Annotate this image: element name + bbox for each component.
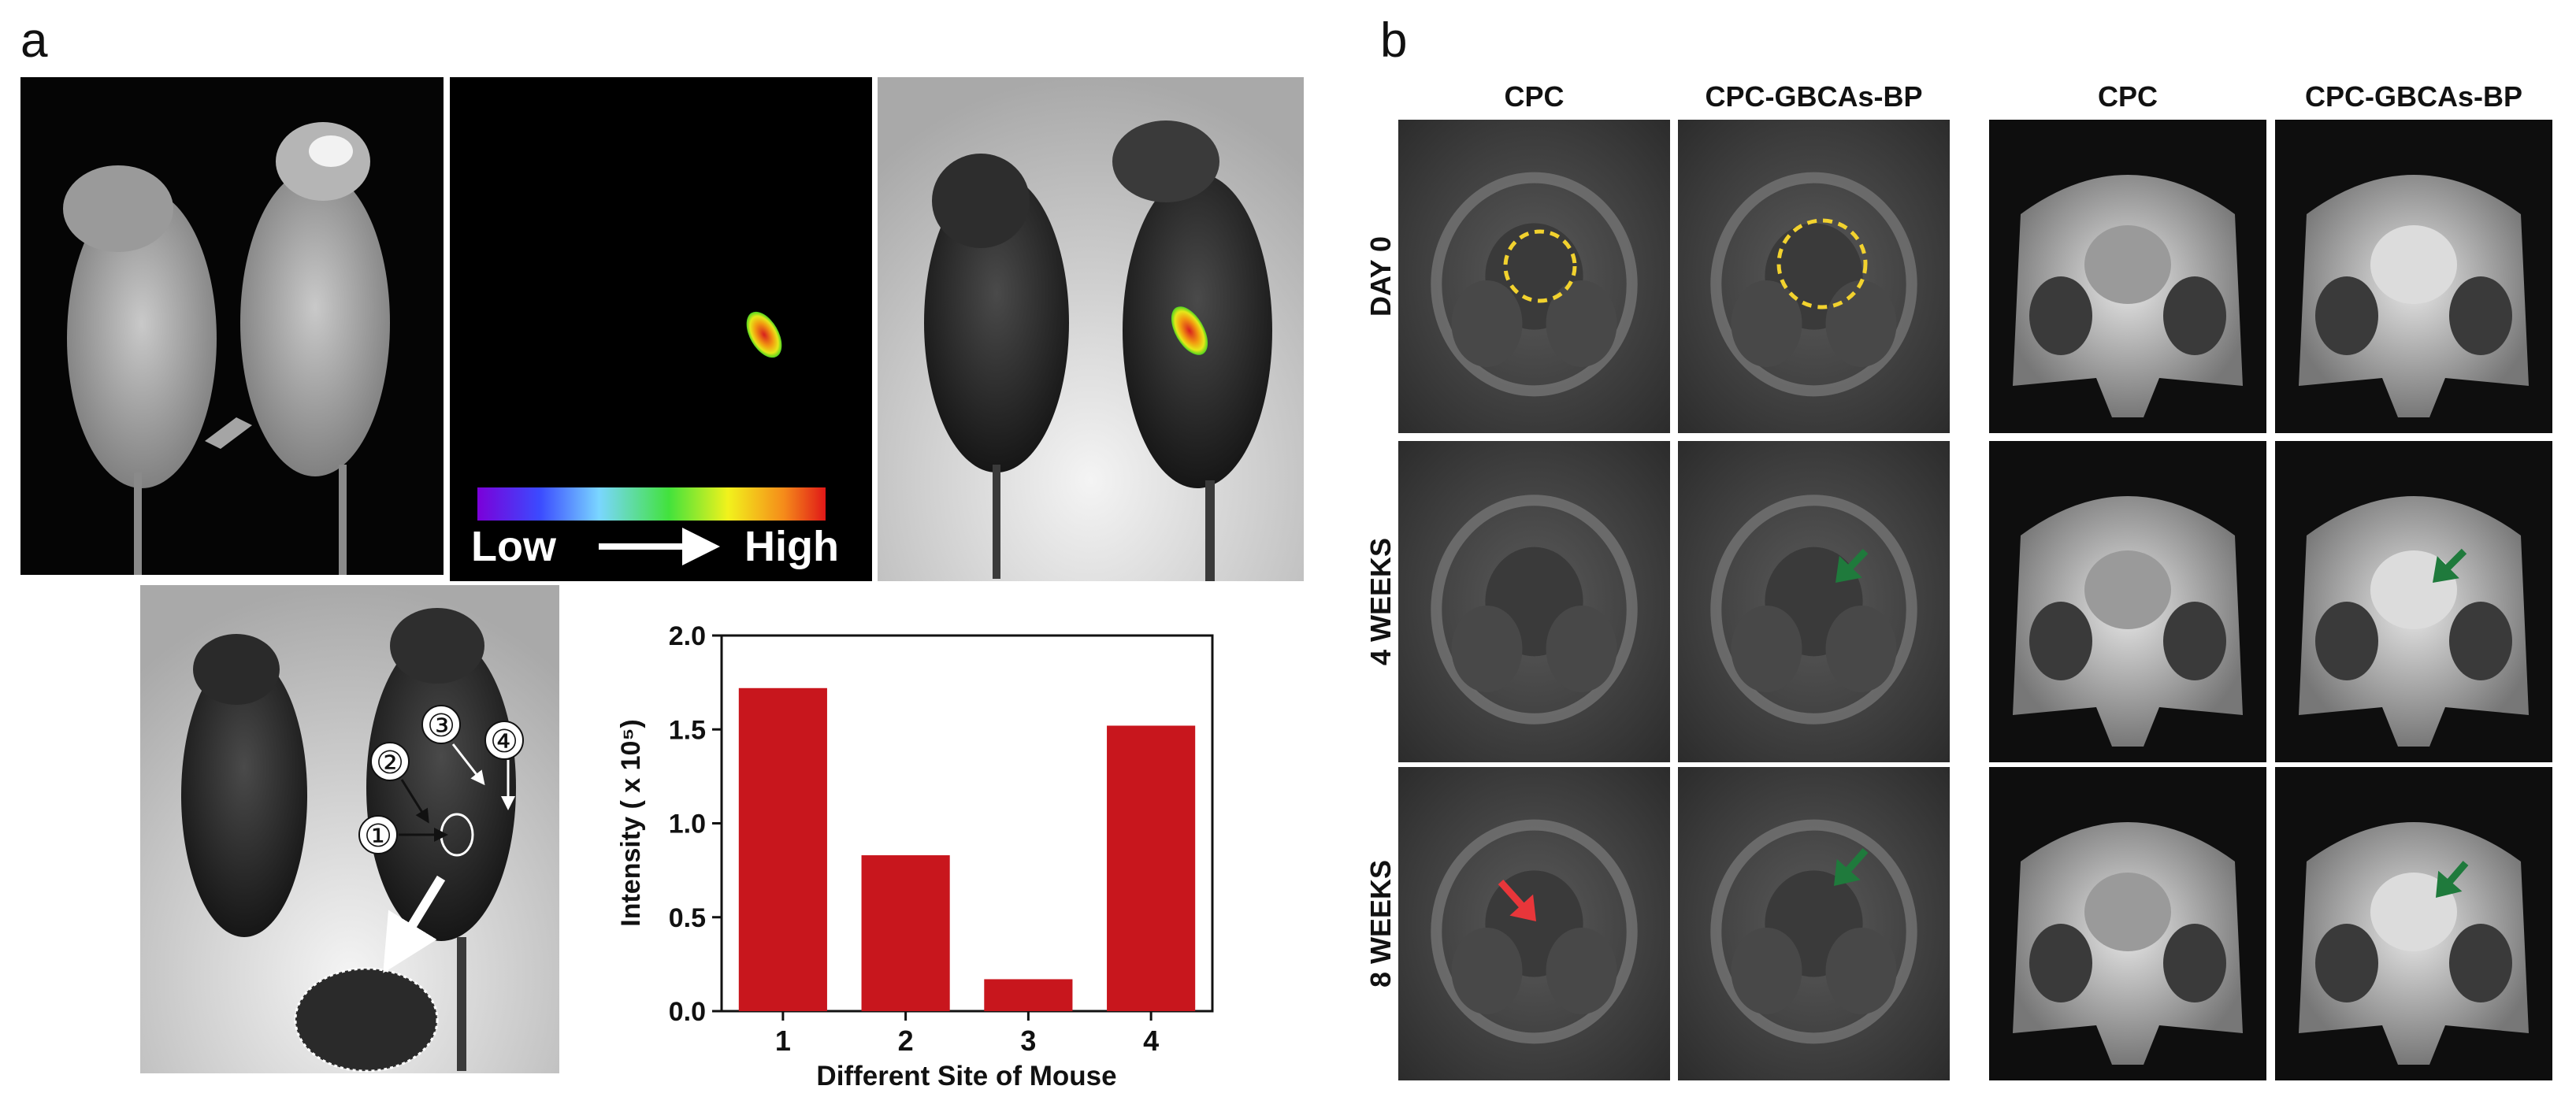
panel-a-label: a (20, 13, 48, 68)
colorbar (477, 487, 826, 521)
x-tick-label: 3 (1020, 1025, 1036, 1057)
overlay-image (878, 77, 1304, 581)
ct-image (1989, 767, 2266, 1080)
green-arrow (1835, 548, 1869, 583)
intensity-bar-chart: 0.0 0.5 1.0 1.5 2.0 1 2 3 4 Different Site of M… (616, 621, 1214, 1091)
green-arrow (2433, 548, 2467, 583)
ct-image (2275, 441, 2552, 762)
panel-b-label: b (1380, 13, 1407, 68)
colorbar-low-label: Low (471, 523, 557, 570)
mri-image (1678, 441, 1950, 762)
ct-image (1989, 441, 2266, 762)
defect-circle (1503, 229, 1577, 303)
site-marker-3: ③ (421, 705, 485, 786)
ct-image (2275, 767, 2552, 1080)
red-arrow (1498, 880, 1536, 921)
defect-circle (1776, 218, 1868, 309)
row-label: DAY 0 (1364, 236, 1397, 317)
column-header: CPC-GBCAs-BP (2305, 80, 2522, 113)
bar-1 (738, 687, 827, 1011)
colorbar-high-label: High (744, 523, 839, 570)
x-tick-label: 1 (775, 1025, 791, 1057)
site-marker-3-label: ③ (427, 708, 455, 744)
ct-image (2275, 120, 2552, 433)
chart-ylabel: Intensity ( x 10⁵) (616, 719, 646, 926)
x-tick-label: 4 (1143, 1025, 1159, 1057)
site-marker-1: ① (358, 815, 448, 854)
site-marker-4: ④ (484, 721, 524, 810)
fluorescence-image: Low High (450, 77, 872, 581)
excision-arrow (383, 875, 446, 973)
site-marker-2-label: ② (376, 745, 404, 781)
ct-image (1989, 120, 2266, 433)
column-header: CPC (2098, 80, 2158, 113)
bar-2 (861, 855, 950, 1011)
mri-image (1678, 767, 1950, 1080)
site-marker-4-label: ④ (490, 724, 518, 760)
chart-xlabel: Different Site of Mouse (816, 1061, 1116, 1091)
site-annotation-image: ① ② ③ ④ (140, 585, 559, 1073)
y-tick-label: 0.0 (669, 997, 706, 1027)
column-header: CPC-GBCAs-BP (1705, 80, 1922, 113)
bar-3 (984, 979, 1073, 1011)
x-tick-label: 2 (898, 1025, 914, 1057)
row-label: 8 WEEKS (1364, 860, 1397, 988)
green-arrow (1834, 848, 1869, 886)
y-tick-label: 2.0 (669, 621, 706, 651)
y-tick-label: 1.5 (669, 715, 706, 745)
mri-image (1678, 120, 1950, 433)
mri-image (1398, 767, 1670, 1080)
y-tick-label: 0.5 (669, 903, 706, 933)
y-tick-label: 1.0 (669, 810, 706, 839)
site-marker-1-label: ① (364, 818, 392, 854)
mri-image (1398, 120, 1670, 433)
photo-white-light (20, 77, 444, 575)
green-arrow (2436, 861, 2469, 898)
mri-image (1398, 441, 1670, 762)
column-header: CPC (1504, 80, 1564, 113)
row-label: 4 WEEKS (1364, 538, 1397, 665)
site-marker-2: ② (370, 742, 429, 824)
excised-tumor (294, 967, 439, 1073)
bar-4 (1107, 725, 1196, 1011)
